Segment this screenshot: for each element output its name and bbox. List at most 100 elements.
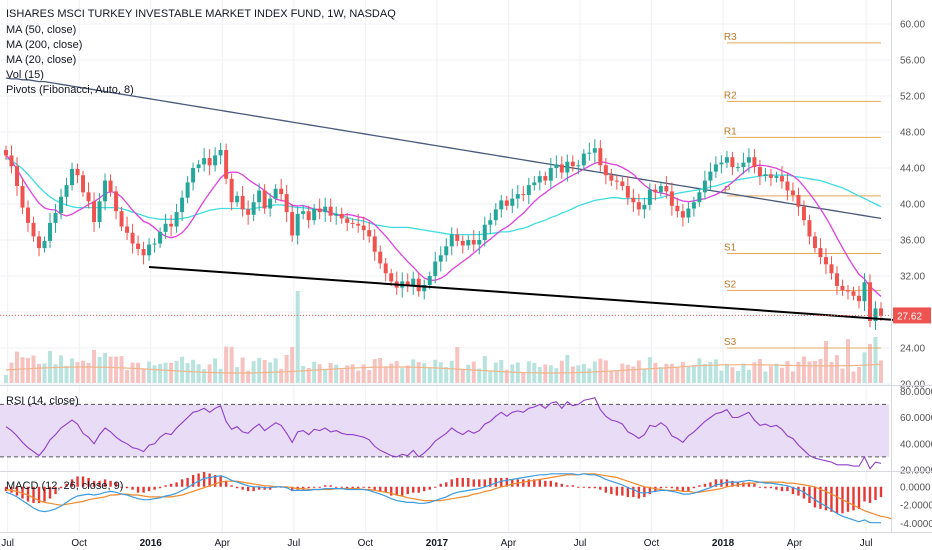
volume-bar (873, 337, 878, 383)
candle-body (339, 213, 344, 219)
macd-histogram-bar (373, 486, 376, 490)
candle-body (708, 171, 713, 181)
candle-body (64, 185, 69, 197)
volume-bar (20, 357, 25, 383)
macd-histogram-bar (43, 486, 46, 502)
candle-body (592, 148, 597, 153)
candle-body (614, 180, 619, 182)
study-ma200[interactable]: MA (200, close) (6, 39, 82, 51)
macd-tick-label: -4.0000 (900, 519, 932, 530)
macd-histogram-bar (725, 479, 729, 487)
volume-bar (730, 367, 735, 383)
volume-bar (686, 367, 691, 383)
volume-bar (103, 352, 108, 383)
macd-histogram-bar (621, 486, 624, 496)
macd-histogram-bar (626, 486, 630, 498)
volume-bar (202, 369, 207, 383)
candle-body (158, 231, 163, 244)
volume-bar (845, 339, 850, 383)
candle-body (548, 168, 553, 181)
volume-bar (367, 370, 372, 383)
rsi-title[interactable]: RSI (14, close) (6, 395, 79, 407)
time-axis[interactable]: Jul Oct 2016 Apr Jul Oct 2017 Apr Jul Oct 2018 Apr J… (1, 538, 872, 549)
candle-body (301, 211, 306, 214)
candle-body (455, 234, 460, 241)
pivot-label: P (724, 185, 731, 196)
macd-histogram-bar (835, 486, 839, 514)
candle-body (774, 176, 779, 178)
macd-histogram-bar (830, 486, 833, 512)
candle-body (499, 200, 504, 210)
volume-bar (405, 365, 410, 383)
study-ma50[interactable]: MA (50, close) (6, 24, 76, 36)
macd-histogram-bar (813, 486, 817, 508)
pivot-label: R2 (724, 90, 737, 101)
study-volume[interactable]: Vol (15) (6, 69, 44, 81)
macd-title[interactable]: MACD (12, 26, close, 9) (6, 480, 123, 492)
macd-histogram-bar (874, 486, 877, 501)
volume-bar (565, 355, 570, 383)
candle-body (15, 166, 20, 186)
volume-bar (97, 356, 102, 383)
candle-body (873, 308, 878, 321)
volume-bar (301, 365, 306, 383)
candle-body (647, 189, 652, 205)
macd-pane[interactable]: 0.0000 -2.0000 -4.0000 MACD (12, 26, close… (4, 472, 932, 530)
candle-body (653, 189, 658, 193)
chart-title: ISHARES MSCI TURKEY INVESTABLE MARKET IN… (6, 8, 396, 20)
macd-histogram-bar (103, 479, 107, 487)
macd-histogram-bar (323, 485, 327, 487)
macd-histogram-bar (54, 486, 57, 495)
macd-histogram-bar (456, 477, 459, 487)
candle-body (42, 240, 47, 249)
volume-bar (356, 370, 361, 383)
candle-body (477, 240, 482, 245)
volume-bar (658, 367, 663, 383)
candle-body (669, 191, 674, 206)
volume-bar (818, 359, 823, 383)
volume-bar (581, 363, 586, 383)
volume-bar (31, 355, 36, 383)
volume-bar (493, 362, 498, 383)
macd-signal-line (5, 473, 893, 520)
volume-bar (768, 366, 773, 383)
volume-bar (669, 363, 674, 383)
volume-bar (537, 367, 542, 383)
candle-body (306, 211, 311, 221)
rsi-line (5, 397, 882, 470)
study-pivots[interactable]: Pivots (Fibonacci, Auto, 8) (6, 84, 134, 96)
rsi-band (0, 404, 889, 457)
macd-histogram-bar (571, 485, 575, 487)
volume-ma-line (5, 363, 882, 374)
candle-body (152, 243, 157, 245)
macd-histogram-bar (142, 486, 145, 493)
volume-bar (460, 369, 465, 383)
candle-body (268, 198, 273, 209)
rsi-pane[interactable]: 80.000060.000040.000020.0000 RSI (14, cl… (0, 387, 932, 477)
candle-body (411, 278, 416, 286)
pivot-label: R1 (724, 126, 737, 137)
study-ma20[interactable]: MA (20, close) (6, 54, 76, 66)
time-tick-label: 2018 (712, 538, 735, 549)
volume-bar (411, 359, 416, 383)
candle-body (790, 190, 795, 195)
volume-bar (774, 363, 779, 383)
candle-body (504, 200, 509, 206)
macd-histogram-bar (131, 486, 134, 490)
volume-bars (4, 291, 883, 383)
volume-bar (559, 360, 564, 383)
candle-body (367, 230, 372, 237)
macd-histogram-bar (857, 486, 861, 509)
macd-histogram-bar (786, 486, 789, 492)
volume-bar (466, 364, 471, 383)
candle-body (565, 161, 570, 173)
volume-bar (257, 357, 262, 383)
candle-body (702, 180, 707, 193)
macd-plot (4, 472, 893, 524)
volume-bar (543, 364, 548, 383)
volume-bar (81, 360, 86, 383)
macd-histogram-bar (489, 477, 492, 487)
volume-bar (251, 361, 256, 383)
macd-axis[interactable]: 0.0000 -2.0000 -4.0000 (900, 482, 932, 530)
macd-histogram-bar (797, 486, 800, 496)
